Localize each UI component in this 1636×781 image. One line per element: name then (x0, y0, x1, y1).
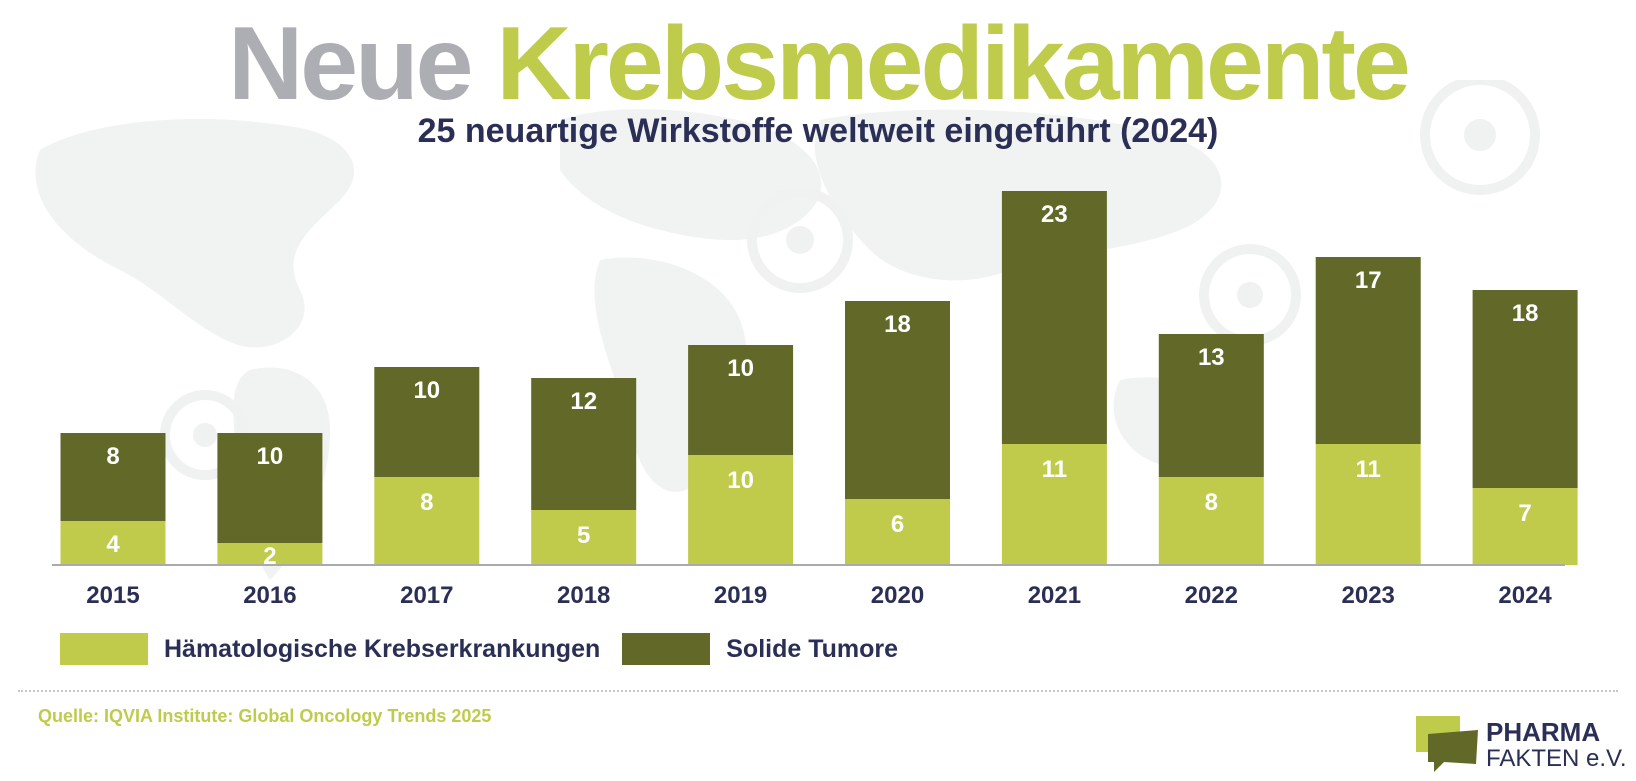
stacked-bar-chart: 4 8 2015 2 10 2016 8 10 2017 5 12 2018 10 10 2019 6 18 20… (52, 191, 1578, 609)
x-tick-label-2019: 2019 (714, 582, 767, 609)
legend-item-solide-tumore: Solide Tumore (622, 633, 898, 665)
legend-label-solide-tumore: Solide Tumore (726, 634, 899, 663)
data-label-solide-tumore-2021: 23 (1041, 201, 1068, 228)
x-tick-label-2023: 2023 (1342, 582, 1395, 609)
data-label-solide-tumore-2023: 17 (1355, 267, 1382, 294)
legend-item-haematologische: Hämatologische Krebserkrankungen (60, 633, 600, 665)
data-label-haematologische-2024: 7 (1518, 500, 1531, 527)
data-label-solide-tumore-2017: 10 (413, 377, 440, 404)
data-label-haematologische-2019: 10 (727, 467, 754, 494)
bar-haematologische-2022 (1158, 477, 1264, 565)
bar-haematologische-2016 (217, 543, 323, 565)
data-label-haematologische-2015: 4 (106, 531, 120, 558)
data-label-haematologische-2017: 8 (420, 489, 433, 516)
footer-divider (18, 690, 1618, 692)
chart-subtitle: 25 neuartige Wirkstoffe weltweit eingefü… (417, 112, 1219, 150)
bar-haematologische-2021 (1001, 444, 1107, 565)
bar-solide-tumore-2016 (217, 433, 323, 543)
bar-solide-tumore-2019 (688, 345, 794, 455)
legend-swatch-solide-tumore (622, 633, 711, 665)
logo-text-pharma: PHARMA (1486, 717, 1601, 747)
chart-legend: Hämatologische Krebserkrankungen Solide … (60, 632, 920, 666)
x-tick-label-2022: 2022 (1185, 582, 1238, 609)
bar-solide-tumore-2021 (1001, 191, 1107, 444)
data-label-solide-tumore-2019: 10 (727, 355, 754, 382)
bar-solide-tumore-2024 (1472, 290, 1578, 488)
logo-text-fakten: FAKTEN e.V. (1486, 745, 1627, 772)
source-note: Quelle: IQVIA Institute: Global Oncology… (38, 706, 492, 726)
title-word-neue: Neue (228, 6, 473, 122)
data-label-solide-tumore-2015: 8 (106, 443, 119, 470)
x-tick-label-2021: 2021 (1028, 582, 1081, 609)
legend-swatch-haematologische (60, 633, 148, 665)
chart-title: Neue Krebsmedikamente (0, 4, 1636, 124)
title-word-krebsmedikamente: Krebsmedikamente (496, 6, 1411, 122)
x-tick-label-2017: 2017 (400, 582, 453, 609)
data-label-haematologische-2018: 5 (577, 522, 590, 549)
pharma-fakten-logo: PHARMA FAKTEN e.V. (1414, 712, 1628, 774)
data-label-solide-tumore-2018: 12 (570, 388, 597, 415)
x-tick-label-2015: 2015 (86, 582, 139, 609)
bar-solide-tumore-2018 (531, 378, 637, 510)
bar-solide-tumore-2017 (374, 367, 480, 477)
bar-solide-tumore-2022 (1158, 334, 1264, 477)
data-label-solide-tumore-2024: 18 (1512, 300, 1539, 327)
logo-mark-icon (1416, 716, 1478, 772)
legend-label-haematologische: Hämatologische Krebserkrankungen (164, 634, 601, 663)
bar-solide-tumore-2020 (845, 301, 950, 499)
x-tick-label-2024: 2024 (1498, 582, 1552, 609)
bar-haematologische-2024 (1472, 488, 1578, 565)
x-tick-label-2018: 2018 (557, 582, 610, 609)
data-label-solide-tumore-2022: 13 (1198, 344, 1225, 371)
bar-haematologische-2020 (845, 499, 950, 565)
data-label-haematologische-2021: 11 (1042, 456, 1067, 483)
bar-haematologische-2017 (374, 477, 480, 565)
x-tick-label-2020: 2020 (871, 582, 924, 609)
data-label-haematologische-2016: 2 (263, 543, 276, 570)
bar-haematologische-2015 (60, 521, 166, 565)
bar-haematologische-2023 (1315, 444, 1421, 565)
x-tick-label-2016: 2016 (243, 582, 296, 609)
bar-haematologische-2019 (688, 455, 794, 565)
bar-haematologische-2018 (531, 510, 637, 565)
data-label-haematologische-2023: 11 (1356, 456, 1381, 483)
data-label-haematologische-2020: 6 (891, 511, 904, 538)
data-label-solide-tumore-2020: 18 (884, 311, 911, 338)
data-label-solide-tumore-2016: 10 (257, 443, 284, 470)
data-label-haematologische-2022: 8 (1205, 489, 1218, 516)
bar-solide-tumore-2023 (1315, 257, 1421, 444)
bar-solide-tumore-2015 (60, 433, 166, 521)
